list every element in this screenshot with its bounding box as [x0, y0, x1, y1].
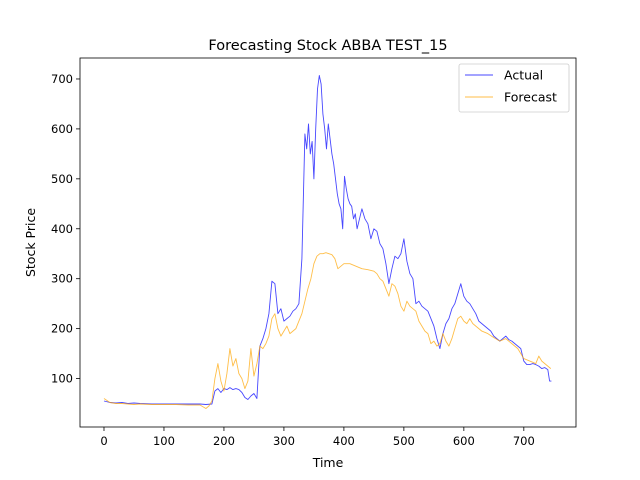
y-tick-label: 300: [51, 272, 73, 286]
chart-title: Forecasting Stock ABBA TEST_15: [208, 38, 447, 54]
legend-label-forecast: Forecast: [504, 90, 557, 105]
x-tick-label: 100: [153, 434, 175, 448]
x-tick-label: 500: [393, 434, 415, 448]
y-tick-label: 400: [51, 222, 73, 236]
y-tick-label: 600: [51, 122, 73, 136]
y-tick-label: 700: [51, 72, 73, 86]
legend: Actual Forecast: [458, 63, 570, 113]
x-tick-label: 400: [333, 434, 355, 448]
legend-box: [458, 63, 570, 113]
y-axis-label: Stock Price: [23, 208, 38, 277]
x-tick-label: 300: [273, 434, 295, 448]
x-tick-label: 0: [100, 434, 107, 448]
y-tick-label: 500: [51, 172, 73, 186]
series-line-forecast: [103, 252, 552, 409]
x-axis-label: Time: [312, 455, 344, 470]
x-tick-label: 200: [213, 434, 235, 448]
legend-label-actual: Actual: [504, 68, 543, 83]
x-tick-label: 600: [453, 434, 475, 448]
y-tick-label: 100: [51, 372, 73, 386]
plot-frame: [79, 57, 577, 428]
y-tick-label: 200: [51, 322, 73, 336]
x-tick-label: 700: [513, 434, 535, 448]
series-line-actual: [103, 75, 552, 405]
